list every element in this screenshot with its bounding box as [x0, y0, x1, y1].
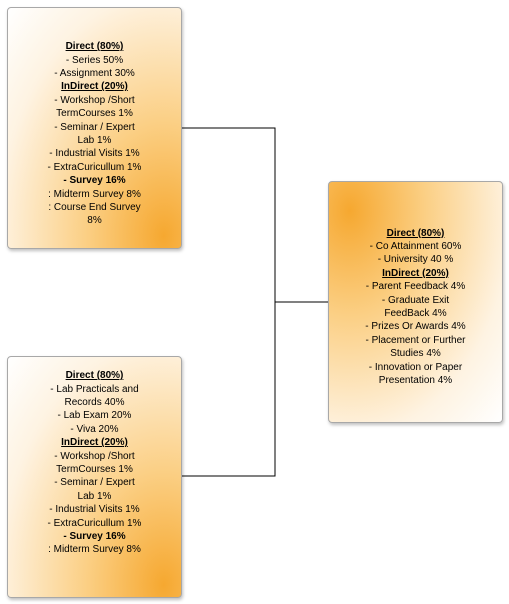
list-item: - Viva 20%	[70, 423, 119, 435]
bottom-left-node: Direct (80%) - Lab Practicals and Records …	[7, 356, 182, 598]
list-item: - Parent Feedback 4%	[365, 281, 466, 293]
list-item: : Course End Survey	[48, 202, 141, 214]
section-header: InDirect (20%)	[382, 267, 449, 279]
list-item: - Seminar / Expert	[54, 121, 135, 133]
list-item: - Prizes Or Awards 4%	[365, 321, 466, 333]
list-item: - Workshop /Short	[54, 450, 135, 462]
list-item: Presentation 4%	[378, 375, 453, 387]
list-item: - ExtraCuricullum 1%	[47, 517, 142, 529]
section-header: Direct (80%)	[386, 227, 445, 239]
list-item: - Lab Exam 20%	[57, 410, 132, 422]
bold-item: - Survey 16%	[63, 531, 126, 543]
list-item: Lab 1%	[77, 490, 112, 502]
list-item: - Industrial Visits 1%	[49, 148, 140, 160]
list-item: - Assignment 30%	[54, 67, 135, 79]
right-node: Direct (80%) - Co Attainment 60% - Univers…	[328, 181, 503, 423]
list-item: - Industrial Visits 1%	[49, 504, 140, 516]
list-item: Records 40%	[64, 396, 125, 408]
list-item: - ExtraCuricullum 1%	[47, 161, 142, 173]
section-header: Direct (80%)	[65, 370, 124, 382]
list-item: 8%	[87, 215, 102, 227]
list-item: Lab 1%	[77, 135, 112, 146]
list-item: TermCourses 1%	[56, 108, 133, 120]
section-header: InDirect (20%)	[61, 437, 128, 449]
list-item: Studies 4%	[390, 348, 441, 360]
node-content: Direct (80%) - Lab Practicals and Records …	[48, 369, 142, 585]
node-content: Direct (80%) - Co Attainment 60% - Univers…	[365, 217, 465, 388]
list-item: - Co Attainment 60%	[369, 240, 462, 252]
top-left-node: Direct (80%) - Series 50% - Assignment 30%…	[7, 7, 182, 249]
list-item: - Workshop /Short	[54, 94, 135, 106]
list-item: : Midterm Survey 8%	[48, 188, 141, 200]
bold-item: - Survey 16%	[63, 175, 126, 187]
list-item: TermCourses 1%	[56, 464, 133, 475]
list-item: - Placement or Further	[365, 334, 466, 346]
list-item: - Seminar / Expert	[54, 477, 135, 489]
section-header: Direct (80%)	[65, 41, 124, 53]
list-item: - Lab Practicals and	[50, 383, 139, 395]
list-item: - Series 50%	[65, 54, 124, 66]
list-item: FeedBack 4%	[384, 308, 447, 319]
node-content: Direct (80%) - Series 50% - Assignment 30%…	[48, 28, 142, 228]
bracket-connector	[182, 127, 328, 477]
list-item: - Graduate Exit	[381, 294, 450, 306]
list-item: - Innovation or Paper	[368, 361, 463, 373]
list-item: : Midterm Survey 8%	[48, 544, 141, 556]
section-header: InDirect (20%)	[61, 81, 128, 93]
list-item: - University 40 %	[377, 254, 454, 266]
